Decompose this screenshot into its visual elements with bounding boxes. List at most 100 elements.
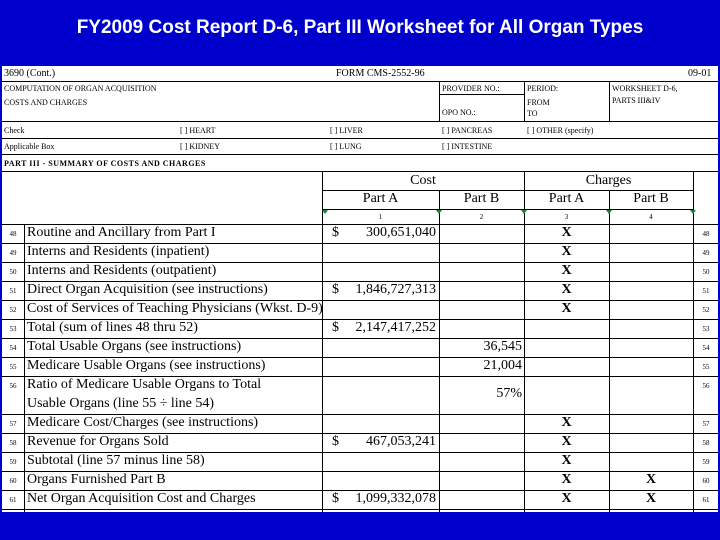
- cost-part-a-value: 300,651,040: [366, 225, 436, 240]
- row-label: Direct Organ Acquisition (see instructio…: [27, 282, 268, 297]
- dollar-sign: $: [332, 434, 339, 449]
- line-number-right: 49: [702, 249, 710, 257]
- row-label: Subtotal (line 57 minus line 58): [27, 453, 205, 468]
- charges-part-a-value: X: [561, 263, 572, 278]
- line-number-left: 55: [9, 363, 17, 371]
- row-divider: [2, 433, 718, 434]
- line-number-right: 51: [702, 287, 710, 295]
- charges-part-a-value: X: [561, 434, 572, 449]
- row-label: Interns and Residents (inpatient): [27, 244, 210, 259]
- cost-part-a-value: 1,846,727,313: [355, 282, 437, 297]
- checkbox-kidney[interactable]: [ ] KIDNEY: [180, 142, 220, 151]
- line-number-left: 54: [9, 344, 17, 352]
- checkbox-liver[interactable]: [ ] LIVER: [330, 126, 363, 135]
- row-label: Revenue for Organs Sold: [27, 434, 169, 449]
- line-number-left: 59: [9, 458, 17, 466]
- row-label: Routine and Ancillary from Part I: [27, 225, 216, 240]
- cost-part-b-value: 36,545: [483, 339, 523, 354]
- cost-part-b-header: Part B: [463, 191, 500, 206]
- row-label: Medicare Usable Organs (see instructions…: [27, 358, 266, 373]
- form-cont: 3690 (Cont.): [4, 68, 56, 79]
- row-divider: [2, 243, 718, 244]
- charges-part-a-value: X: [561, 472, 572, 487]
- line-number-left: 49: [9, 249, 17, 257]
- opo-no-label: OPO NO.:: [442, 108, 476, 117]
- dollar-sign: $: [332, 320, 339, 335]
- row-divider: [2, 357, 718, 358]
- applicable-box-label: Applicable Box: [4, 142, 55, 151]
- line-number-left: 52: [9, 306, 17, 314]
- bottom-band: [0, 512, 720, 540]
- checkbox-heart[interactable]: [ ] HEART: [180, 126, 216, 135]
- part-title: PART III - SUMMARY OF COSTS AND CHARGES: [4, 159, 206, 168]
- cost-header: Cost: [410, 173, 436, 188]
- charges-part-a-value: X: [561, 453, 572, 468]
- line-number-left: 53: [9, 325, 17, 333]
- line-number-left: 48: [9, 230, 17, 238]
- worksheet-form: 3690 (Cont.) FORM CMS-2552-96 09-01 COMP…: [2, 66, 718, 512]
- row-label: Total Usable Organs (see instructions): [27, 339, 242, 354]
- line-number-right: 56: [702, 382, 710, 390]
- row-divider: [2, 414, 718, 415]
- line-number-right: 61: [702, 496, 710, 504]
- row-divider: [2, 376, 718, 377]
- row-label: Cost of Services of Teaching Physicians …: [27, 301, 323, 316]
- line-number-right: 53: [702, 325, 710, 333]
- charges-part-b-value: X: [645, 491, 657, 506]
- row-label-continued: Usable Organs (line 55 ÷ line 54): [27, 396, 215, 411]
- row-divider: [2, 490, 718, 491]
- slide-title: FY2009 Cost Report D-6, Part III Workshe…: [76, 17, 644, 38]
- line-number-right: 55: [702, 363, 710, 371]
- col-num-4: 4: [649, 213, 653, 221]
- line-number-left: 58: [9, 439, 17, 447]
- row-divider: [2, 471, 718, 472]
- row-divider: [2, 281, 718, 282]
- checkbox-lung[interactable]: [ ] LUNG: [330, 142, 362, 151]
- dollar-sign: $: [332, 225, 339, 240]
- line-number-right: 59: [702, 458, 710, 466]
- worksheet-label: WORKSHEET D-6,: [612, 84, 678, 93]
- line-number-left: 57: [9, 420, 17, 428]
- charges-part-a-value: X: [561, 282, 572, 297]
- line-number-left: 56: [9, 382, 17, 390]
- row-divider: [2, 262, 718, 263]
- col-num-2: 2: [479, 213, 484, 221]
- line-number-right: 58: [702, 439, 710, 447]
- row-label: Net Organ Acquisition Cost and Charges: [27, 491, 256, 506]
- charges-part-b-value: X: [645, 472, 657, 487]
- row-label: Ratio of Medicare Usable Organs to Total: [27, 377, 262, 392]
- comp-title: COMPUTATION OF ORGAN ACQUISITION: [4, 84, 157, 93]
- period-label: PERIOD:: [527, 84, 559, 93]
- row-label: Interns and Residents (outpatient): [27, 263, 217, 278]
- cost-part-b-value: 21,004: [483, 358, 523, 373]
- row-divider: [2, 319, 718, 320]
- charges-part-a-value: X: [561, 301, 572, 316]
- charges-part-a-value: X: [561, 415, 572, 430]
- row-label: Total (sum of lines 48 thru 52): [27, 320, 198, 335]
- form-name: FORM CMS-2552-96: [336, 68, 425, 79]
- charges-part-a-value: X: [561, 225, 572, 240]
- to-label: TO: [527, 109, 538, 118]
- cost-part-b-value: 57%: [496, 386, 522, 401]
- line-number-right: 60: [702, 477, 710, 485]
- col-num-3: 3: [564, 213, 569, 221]
- line-number-left: 51: [9, 287, 17, 295]
- dollar-sign: $: [332, 491, 339, 506]
- dollar-sign: $: [332, 282, 339, 297]
- checkbox-intestine[interactable]: [ ] INTESTINE: [442, 142, 493, 151]
- line-number-right: 54: [702, 344, 710, 352]
- charges-part-a-value: X: [561, 244, 572, 259]
- cost-part-a-value: 467,053,241: [366, 434, 436, 449]
- line-number-right: 52: [702, 306, 710, 314]
- charges-part-a-header: Part A: [548, 191, 585, 206]
- check-label: Check: [4, 126, 25, 135]
- charges-part-a-value: X: [561, 491, 572, 506]
- checkbox-pancreas[interactable]: [ ] PANCREAS: [442, 126, 493, 135]
- form-date: 09-01: [688, 68, 712, 79]
- row-label: Organs Furnished Part B: [27, 472, 166, 487]
- costs-charges-label: COSTS AND CHARGES: [4, 98, 88, 107]
- row-label: Medicare Cost/Charges (see instructions): [27, 415, 259, 430]
- checkbox-other[interactable]: [ ] OTHER (specify): [527, 126, 594, 135]
- row-divider: [2, 338, 718, 339]
- from-label: FROM: [527, 98, 550, 107]
